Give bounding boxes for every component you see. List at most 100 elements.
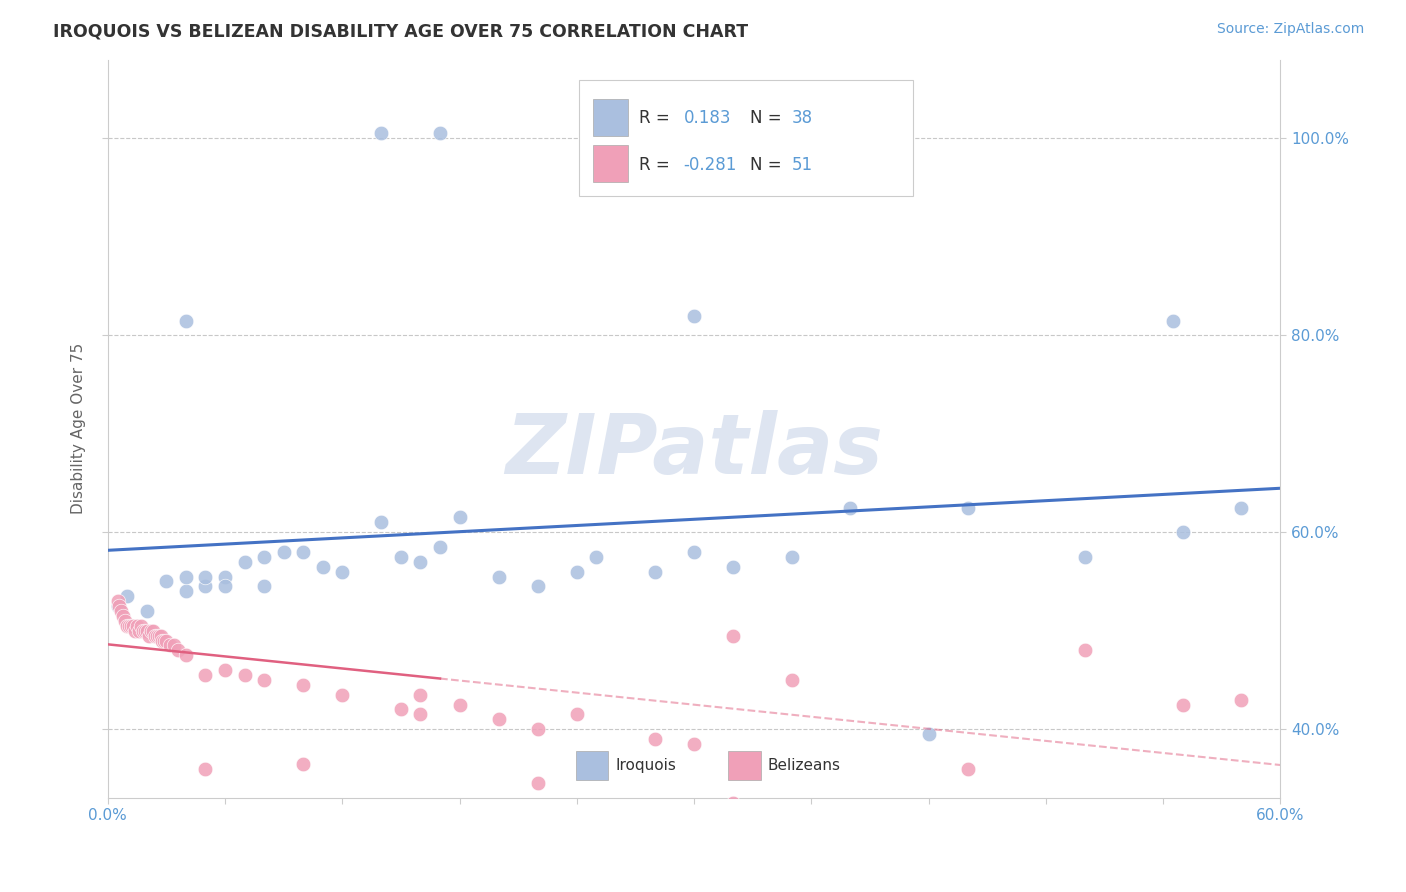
Point	[214, 569, 236, 583]
Point	[526, 776, 548, 790]
Point	[149, 629, 172, 643]
Point	[956, 762, 979, 776]
Point	[145, 629, 167, 643]
Point	[159, 639, 181, 653]
Point	[565, 707, 588, 722]
Point	[273, 545, 295, 559]
Point	[1230, 692, 1253, 706]
Point	[194, 668, 217, 682]
Point	[128, 624, 150, 638]
Point	[134, 624, 156, 638]
FancyBboxPatch shape	[728, 751, 761, 780]
Text: -0.281: -0.281	[683, 156, 737, 174]
Text: N =: N =	[751, 156, 787, 174]
Text: N =: N =	[751, 109, 787, 127]
FancyBboxPatch shape	[575, 751, 609, 780]
Point	[721, 559, 744, 574]
Point	[124, 624, 146, 638]
Point	[429, 127, 451, 141]
Point	[644, 731, 666, 746]
Point	[409, 555, 432, 569]
Point	[194, 579, 217, 593]
Point	[112, 608, 135, 623]
Point	[135, 624, 157, 638]
Point	[449, 698, 471, 712]
Point	[143, 629, 166, 643]
Point	[1074, 549, 1097, 564]
Point	[330, 565, 353, 579]
Point	[194, 569, 217, 583]
Point	[125, 619, 148, 633]
Point	[389, 702, 412, 716]
Text: IROQUOIS VS BELIZEAN DISABILITY AGE OVER 75 CORRELATION CHART: IROQUOIS VS BELIZEAN DISABILITY AGE OVER…	[53, 22, 748, 40]
Point	[956, 500, 979, 515]
Point	[155, 633, 177, 648]
Text: Iroquois: Iroquois	[616, 758, 676, 773]
Point	[312, 559, 335, 574]
Point	[721, 796, 744, 810]
Point	[644, 565, 666, 579]
Point	[163, 639, 186, 653]
Text: Source: ZipAtlas.com: Source: ZipAtlas.com	[1216, 22, 1364, 37]
Point	[409, 688, 432, 702]
Point	[117, 619, 139, 633]
Point	[683, 309, 706, 323]
Point	[142, 624, 165, 638]
Point	[132, 624, 155, 638]
Point	[107, 599, 129, 613]
Text: ZIPatlas: ZIPatlas	[505, 410, 883, 491]
Point	[167, 643, 190, 657]
Point	[194, 762, 217, 776]
Point	[1074, 643, 1097, 657]
Point	[155, 574, 177, 589]
Point	[1230, 500, 1253, 515]
Point	[488, 712, 510, 726]
Point	[118, 619, 141, 633]
Point	[152, 633, 174, 648]
Point	[253, 673, 276, 687]
Point	[214, 663, 236, 677]
Point	[292, 756, 315, 771]
Point	[233, 668, 256, 682]
Point	[721, 629, 744, 643]
Point	[148, 629, 170, 643]
Y-axis label: Disability Age Over 75: Disability Age Over 75	[72, 343, 86, 515]
Point	[107, 594, 129, 608]
Point	[129, 619, 152, 633]
Text: 38: 38	[792, 109, 813, 127]
Point	[1161, 313, 1184, 327]
FancyBboxPatch shape	[593, 145, 628, 182]
Point	[839, 500, 862, 515]
Point	[153, 633, 176, 648]
Text: Belizeans: Belizeans	[768, 758, 841, 773]
Text: 0.183: 0.183	[683, 109, 731, 127]
Point	[120, 619, 142, 633]
Point	[780, 549, 803, 564]
Point	[114, 614, 136, 628]
FancyBboxPatch shape	[593, 100, 628, 136]
Point	[370, 127, 392, 141]
Point	[122, 619, 145, 633]
Point	[117, 589, 139, 603]
Point	[174, 584, 197, 599]
Point	[174, 648, 197, 663]
Text: 51: 51	[792, 156, 813, 174]
Point	[370, 516, 392, 530]
Point	[429, 540, 451, 554]
Point	[1171, 698, 1194, 712]
Text: R =: R =	[638, 109, 675, 127]
Point	[292, 545, 315, 559]
Point	[253, 579, 276, 593]
Point	[1171, 525, 1194, 540]
Point	[565, 565, 588, 579]
Point	[780, 673, 803, 687]
Text: R =: R =	[638, 156, 675, 174]
Point	[526, 579, 548, 593]
Point	[174, 313, 197, 327]
Point	[585, 549, 607, 564]
Point	[330, 688, 353, 702]
Point	[253, 549, 276, 564]
Point	[174, 569, 197, 583]
Point	[135, 624, 157, 638]
Point	[488, 569, 510, 583]
